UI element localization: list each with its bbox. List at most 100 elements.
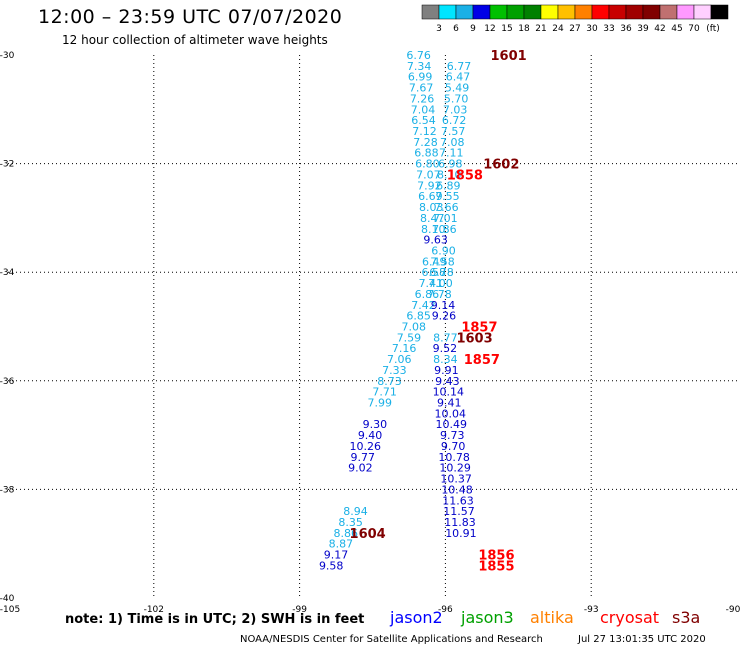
wave-height-point: 9.63 [423, 234, 448, 247]
wave-height-point: 9.70 [441, 440, 466, 453]
wave-height-point: 6.98 [438, 158, 463, 171]
wave-height-point: 7.41 [419, 277, 444, 290]
wave-height-point: 7.71 [372, 386, 397, 399]
wave-height-point: 7.55 [435, 190, 460, 203]
x-tick-label: -93 [584, 605, 599, 615]
wave-height-point: 10.49 [435, 418, 467, 431]
colorbar-tick-label: 36 [620, 24, 632, 34]
pass-time-label: 1602 [483, 158, 519, 173]
y-tick-label: -38 [0, 485, 15, 495]
wave-height-point: 7.00 [428, 277, 453, 290]
colorbar-tick-label: 12 [484, 24, 495, 34]
wave-height-point: 6.85 [406, 310, 431, 323]
wave-height-point: 8.73 [377, 375, 402, 388]
y-tick-label: -36 [0, 377, 15, 387]
wave-height-point: 10.14 [433, 386, 465, 399]
page-subtitle: 12 hour collection of altimeter wave hei… [62, 33, 328, 47]
wave-height-point: 9.73 [440, 429, 465, 442]
wave-height-point: 7.04 [411, 103, 436, 116]
wave-height-point: 6.54 [411, 114, 436, 127]
satellite-legend-cryosat: cryosat [600, 608, 660, 627]
wave-height-point: 7.99 [368, 397, 393, 410]
wave-height-point: 8.77 [433, 331, 458, 344]
wave-height-point: 6.72 [442, 114, 467, 127]
satellite-legend-altika: altika [530, 608, 574, 627]
colorbar-swatch [710, 4, 729, 20]
wave-height-point: 7.03 [443, 103, 468, 116]
colorbar-tick-label: 3 [436, 24, 442, 34]
pass-time-label: 1857 [461, 321, 497, 336]
footer-timestamp: Jul 27 13:01:35 UTC 2020 [578, 634, 706, 645]
wave-height-point: 10.78 [438, 451, 470, 464]
colorbar-tick-label: 18 [518, 24, 530, 34]
wave-height-point: 10.04 [435, 407, 467, 420]
pass-time-label: 1604 [350, 527, 386, 542]
y-tick-label: -30 [0, 51, 15, 61]
wave-height-point: 11.83 [444, 516, 476, 529]
wave-height-point: 5.70 [444, 92, 469, 105]
wave-height-point: 7.86 [432, 223, 457, 236]
wave-height-point: 8.10 [437, 168, 462, 181]
wave-height-point: 7.07 [416, 168, 441, 181]
y-tick-label: -40 [0, 594, 15, 604]
color-scale-legend: 3 6 9 12 15 18 21 24 27 30 33 36 39 42 45 70 (ft) [421, 4, 729, 34]
wave-height-point: 8.94 [343, 505, 368, 518]
wave-height-point: 9.77 [351, 451, 376, 464]
wave-height-point: 6.47 [446, 71, 471, 84]
pass-time-label: 1855 [478, 559, 514, 574]
x-tick-label: -96 [438, 605, 453, 615]
wave-height-point: 7.12 [412, 125, 437, 138]
wave-height-point: 6.49 [422, 255, 447, 268]
wave-height-point: 8.86 [334, 527, 359, 540]
wave-height-point: 9.41 [437, 397, 462, 410]
wave-height-point: 9.02 [348, 462, 373, 475]
footer-credit: NOAA/NESDIS Center for Satellite Applica… [240, 634, 543, 645]
wave-height-point: 7.58 [430, 255, 455, 268]
wave-height-point: 7.42 [411, 299, 436, 312]
pass-time-label: 1858 [447, 168, 483, 183]
colorbar-tick-label: 33 [603, 24, 614, 34]
wave-height-point: 6.99 [408, 71, 433, 84]
wave-height-point: 6.80 [415, 158, 440, 171]
colorbar-tick-label: 70 [688, 24, 700, 34]
wave-height-point: 7.28 [413, 136, 438, 149]
colorbar-tick-label: 30 [586, 24, 598, 34]
pass-time-label: 1601 [490, 49, 526, 64]
satellite-legend-s3a: s3a [672, 608, 701, 627]
wave-height-point: 6.78 [429, 266, 454, 279]
wave-height-point: 10.37 [440, 473, 472, 486]
wave-height-point: 7.06 [387, 353, 412, 366]
pass-time-label: 1856 [478, 549, 514, 564]
wave-height-point: 8.10 [421, 223, 446, 236]
wave-height-point: 7.66 [434, 201, 459, 214]
wave-height-point: 9.26 [432, 310, 457, 323]
wave-height-point: 9.17 [324, 549, 349, 562]
wave-height-point: 8.03 [419, 201, 444, 214]
colorbar-unit: (ft) [706, 24, 720, 34]
wave-height-point: 9.14 [431, 299, 456, 312]
wave-height-point: 6.89 [436, 179, 461, 192]
wave-height-point: 7.01 [433, 212, 458, 225]
wave-height-point: 8.34 [433, 353, 458, 366]
wave-height-point: 9.91 [434, 364, 459, 377]
wave-height-point: 7.16 [392, 342, 417, 355]
wave-height-point: 10.26 [349, 440, 381, 453]
colorbar-tick-label: 15 [501, 24, 512, 34]
wave-height-point: 8.35 [338, 516, 363, 529]
wave-height-point: 7.78 [427, 288, 452, 301]
colorbar-tick-label: 42 [654, 24, 665, 34]
wave-height-point: 8.87 [329, 538, 354, 551]
wave-height-point: 7.08 [440, 136, 465, 149]
units-note: note: 1) Time is in UTC; 2) SWH is in fe… [65, 612, 365, 627]
colorbar-tick-label: 27 [569, 24, 580, 34]
wave-height-point: 6.86 [415, 288, 440, 301]
y-tick-label: -34 [0, 268, 15, 278]
colorbar-tick-label: 39 [637, 24, 649, 34]
colorbar-tick-label: 21 [535, 24, 546, 34]
satellite-legend-jason3: jason3 [461, 608, 514, 627]
wave-height-point: 9.43 [435, 375, 460, 388]
wave-height-point: 8.47 [420, 212, 445, 225]
wave-height-point: 6.69 [418, 190, 443, 203]
wave-height-point: 9.52 [433, 342, 458, 355]
